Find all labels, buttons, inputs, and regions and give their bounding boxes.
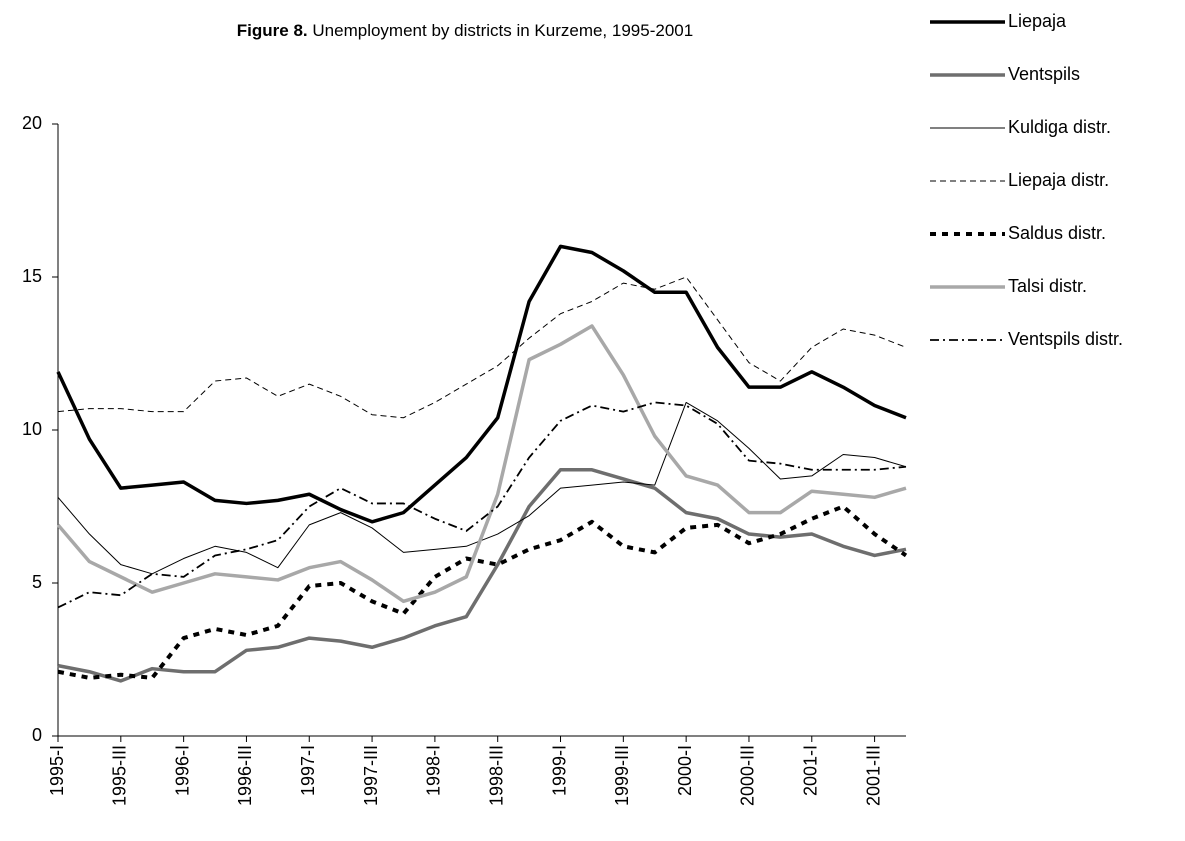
x-tick-label: 1996-I: [172, 745, 192, 796]
x-tick-label: 1997-I: [298, 745, 318, 796]
series-line: [57, 401, 907, 609]
series-line: [56, 244, 907, 524]
x-tick-label: 2000-III: [738, 745, 758, 806]
series-line: [57, 468, 907, 683]
title-text: Unemployment by districts in Kurzeme, 19…: [312, 21, 693, 40]
legend-label: Kuldiga distr.: [1008, 117, 1111, 137]
legend-label: Saldus distr.: [1008, 223, 1106, 243]
x-tick-label: 1995-III: [110, 745, 130, 806]
x-tick-label: 1997-III: [361, 745, 381, 806]
title-label: Figure 8.: [237, 21, 308, 40]
series-line: [56, 324, 907, 604]
y-tick-label: 20: [22, 113, 42, 133]
chart-title: Figure 8. Unemployment by districts in K…: [237, 21, 693, 40]
legend-label: Liepaja distr.: [1008, 170, 1109, 190]
x-tick-label: 2001-I: [801, 745, 821, 796]
legend-label: Talsi distr.: [1008, 276, 1087, 296]
x-tick-label: 2000-I: [675, 745, 695, 796]
series-line: [57, 276, 907, 419]
legend-label: Ventspils: [1008, 64, 1080, 84]
series-line: [57, 401, 907, 575]
x-tick-label: 2001-III: [863, 745, 883, 806]
x-tick-label: 1998-III: [486, 745, 506, 806]
x-tick-label: 1996-III: [235, 745, 255, 806]
legend-label: Liepaja: [1008, 11, 1067, 31]
y-tick-label: 15: [22, 266, 42, 286]
series-line: [57, 504, 908, 680]
x-tick-label: 1995-I: [47, 745, 67, 796]
y-tick-label: 0: [32, 725, 42, 745]
y-tick-label: 10: [22, 419, 42, 439]
legend-label: Ventspils distr.: [1008, 329, 1123, 349]
x-tick-label: 1998-I: [424, 745, 444, 796]
y-tick-label: 5: [32, 572, 42, 592]
x-tick-label: 1999-I: [549, 745, 569, 796]
x-tick-label: 1999-III: [612, 745, 632, 806]
